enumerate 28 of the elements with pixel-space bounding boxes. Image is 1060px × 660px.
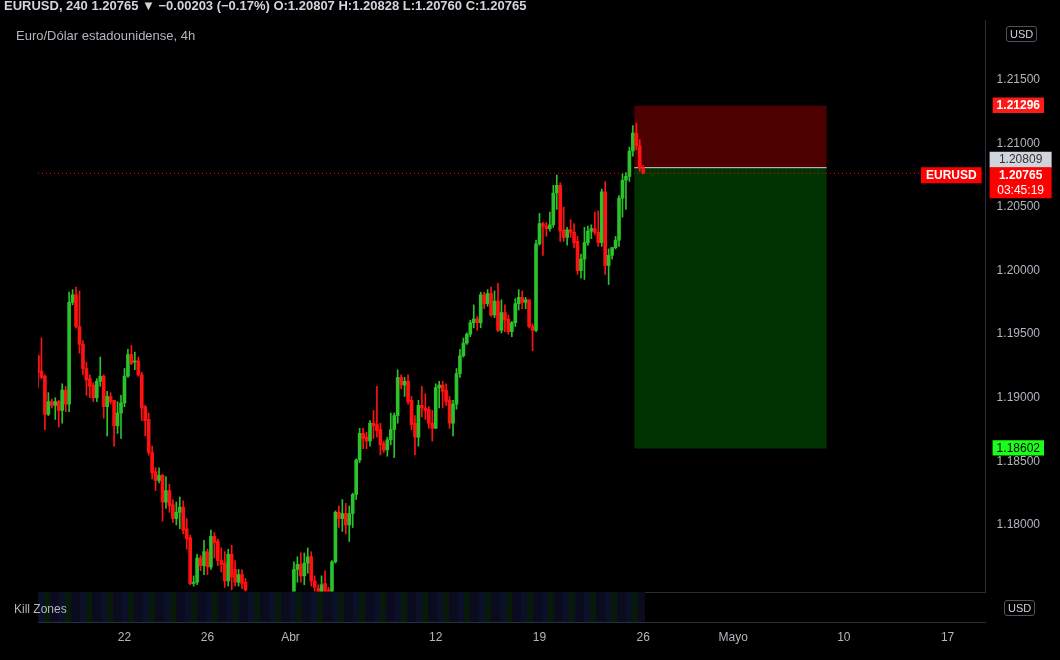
text: Euro/Dólar estadounidense, 4h <box>16 28 196 43</box>
x-tick-label: Abr <box>281 629 300 644</box>
y-tick-label: 1.19500 <box>996 326 1041 341</box>
x-tick-label: Mayo <box>718 629 749 644</box>
x-tick-label: 26 <box>200 629 215 644</box>
text: USD <box>1004 600 1036 616</box>
text: 1.20765 <box>998 167 1043 182</box>
x-tick-label: 26 <box>636 629 651 644</box>
y-tick-label: 1.18000 <box>996 517 1041 532</box>
y-tick-label: 1.18602 <box>996 440 1041 455</box>
x-tick-label: 10 <box>837 629 851 644</box>
y-tick-label: 1.21500 <box>996 72 1041 87</box>
y-tick-label: 1.18500 <box>996 453 1041 468</box>
x-tick-label: 19 <box>532 629 547 644</box>
text: 03:45:19 <box>997 182 1045 197</box>
y-tick-label: 1.21000 <box>996 135 1041 150</box>
ref-line-label: EURUSD <box>925 167 977 182</box>
text: Kill Zones <box>14 602 67 616</box>
text: USD <box>1006 26 1038 42</box>
x-tick-label: 17 <box>940 629 955 644</box>
chart-subtitle: EURUSD, 240 1.20765 ▼ −0.00203 (−0.17%) O:1.20807 H:1.20828 L:1.20760 C:1.20765 <box>4 0 527 13</box>
x-tick-label: 12 <box>429 629 443 644</box>
y-tick-label: 1.21296 <box>996 98 1041 113</box>
y-tick-label: 1.20500 <box>996 199 1041 214</box>
y-tick-label: 1.20000 <box>996 262 1041 277</box>
x-tick-label: 22 <box>117 629 132 644</box>
y-tick-label: 1.19000 <box>996 390 1041 405</box>
text: 1.20809 <box>998 151 1043 166</box>
